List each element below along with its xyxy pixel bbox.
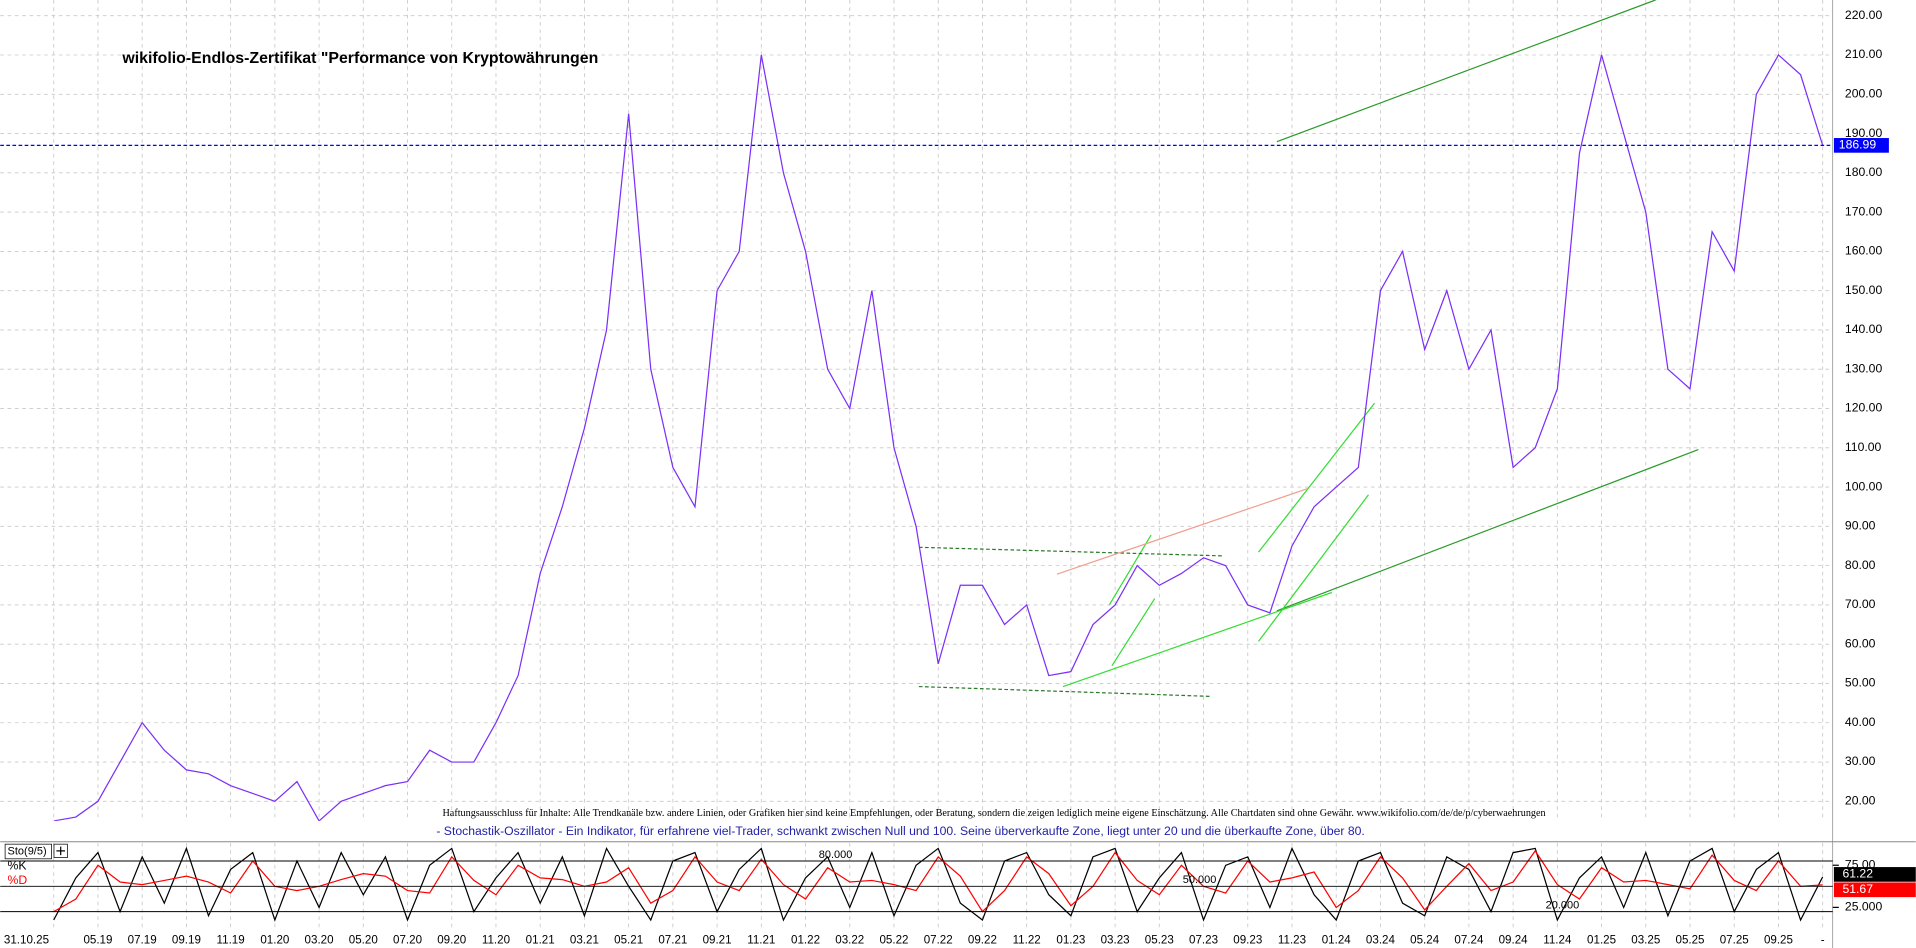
x-tick-label: 11.19 — [217, 934, 245, 947]
x-tick-label: 09.20 — [437, 934, 466, 947]
level-label: 80.000 — [819, 849, 853, 861]
x-tick-label: 01.23 — [1056, 934, 1085, 947]
grid — [0, 0, 1833, 931]
last-value-label: 61.22 — [1842, 867, 1873, 881]
x-tick-label: 05.20 — [349, 934, 378, 947]
y-tick-label: 120.00 — [1845, 401, 1883, 415]
y-tick-label: 40.00 — [1845, 715, 1876, 729]
y-tick-label: 110.00 — [1845, 440, 1882, 454]
indicator-box — [4, 843, 52, 860]
x-tick-label: 03.20 — [305, 934, 334, 947]
trend-lines — [918, 0, 1699, 697]
y-tick-label: 100.00 — [1845, 479, 1883, 493]
x-tick-label: 07.23 — [1189, 934, 1218, 947]
x-tick-label: 03.21 — [570, 934, 599, 947]
x-tick-label: - — [1821, 934, 1825, 947]
x-tick-label: 07.20 — [393, 934, 422, 947]
x-tick-label: 01.21 — [526, 934, 555, 947]
x-tick-label: 05.25 — [1676, 934, 1705, 947]
price-line — [53, 846, 1824, 922]
y-tick-label: 30.00 — [1845, 754, 1876, 768]
x-tick-label: 01.22 — [791, 934, 820, 947]
x-tick-label: 01.20 — [260, 934, 289, 947]
last-value-box — [1833, 867, 1916, 882]
x-tick-label: 03.23 — [1101, 934, 1130, 947]
y-tick-label: 170.00 — [1845, 204, 1883, 218]
price-line — [53, 54, 1824, 822]
y-tick-label: 190.00 — [1845, 126, 1883, 140]
x-tick-label: 11.24 — [1543, 934, 1572, 947]
y-tick-label: 50.00 — [1845, 676, 1876, 690]
level-label: 50.000 — [1183, 874, 1217, 886]
x-tick-label: 11.23 — [1278, 934, 1306, 947]
y-tick-label: 25.000 — [1845, 900, 1883, 914]
y-tick-label: 210.00 — [1845, 47, 1883, 61]
x-tick-label: 07.19 — [128, 934, 157, 947]
x-tick-label: 05.23 — [1145, 934, 1174, 947]
y-tick-label: 70.00 — [1845, 597, 1876, 611]
y-tick-label: 180.00 — [1845, 165, 1883, 179]
disclaimer: Haftungsausschluss für Inhalte: Alle Tre… — [442, 807, 1546, 819]
last-value-box — [1833, 882, 1916, 898]
x-tick-label: 09.25 — [1764, 934, 1793, 947]
last-value-label: 186.99 — [1839, 138, 1877, 152]
x-tick-label: 03.22 — [835, 934, 864, 947]
x-tick-label: 09.24 — [1499, 934, 1529, 947]
y-tick-label: 130.00 — [1845, 361, 1883, 375]
indicator-title: Sto(9/5) — [8, 845, 47, 857]
indicator-description: - Stochastik-Oszillator - Ein Indikator,… — [436, 824, 1364, 838]
x-tick-label: 07.24 — [1454, 934, 1484, 947]
y-tick-label: 160.00 — [1845, 244, 1883, 258]
x-tick-label: 05.21 — [614, 934, 643, 947]
y-tick-label: 60.00 — [1845, 636, 1876, 650]
chart-title: wikifolio-Endlos-Zertifikat "Performance… — [121, 50, 598, 67]
legend-label: %K — [8, 858, 27, 872]
x-tick-label: 09.21 — [703, 934, 732, 947]
y-tick-label: 80.00 — [1845, 558, 1876, 572]
y-tick-label: 20.00 — [1845, 794, 1876, 808]
x-tick-label: 05.22 — [879, 934, 908, 947]
x-tick-label: 11.22 — [1013, 934, 1041, 947]
x-tick-label: 01.25 — [1587, 934, 1616, 947]
y-tick-label: 140.00 — [1845, 322, 1883, 336]
y-tick-label: 200.00 — [1845, 86, 1883, 100]
last-value-label: 51.67 — [1842, 882, 1873, 896]
text-band — [0, 820, 1833, 843]
x-tick-label: 05.24 — [1410, 934, 1440, 947]
y-tick-label: 150.00 — [1845, 283, 1883, 297]
last-value-box — [1833, 138, 1889, 153]
x-tick-label: 11.21 — [747, 934, 775, 947]
legend-label: %D — [8, 873, 28, 887]
x-tick-label: 09.19 — [172, 934, 201, 947]
x-tick-label: 05.19 — [83, 934, 112, 947]
x-tick-label: 07.22 — [924, 934, 953, 947]
x-tick-label: 01.24 — [1322, 934, 1352, 947]
x-tick-label: 03.24 — [1366, 934, 1396, 947]
y-tick-label: 90.00 — [1845, 519, 1876, 533]
level-label: 20.000 — [1546, 899, 1580, 911]
x-tick-label: 03.25 — [1631, 934, 1660, 947]
x-tick-label: 31.10.25 — [4, 934, 49, 947]
x-tick-label: 11.20 — [482, 934, 510, 947]
x-tick-label: 09.22 — [968, 934, 997, 947]
y-tick-label: 220.00 — [1845, 8, 1883, 22]
x-tick-label: 09.23 — [1233, 934, 1262, 947]
x-tick-label: 07.25 — [1720, 934, 1749, 947]
x-tick-label: 07.21 — [658, 934, 687, 947]
